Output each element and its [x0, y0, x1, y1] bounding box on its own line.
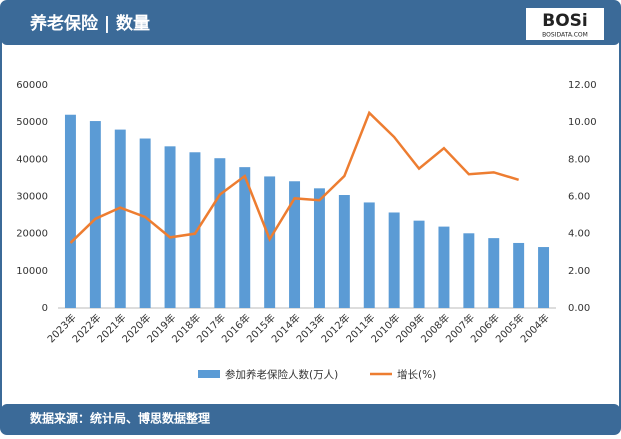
- bar: [538, 247, 550, 308]
- y2-tick-label: 2.00: [568, 266, 590, 277]
- bar: [313, 188, 325, 308]
- bar: [413, 220, 425, 308]
- logo-box: [526, 8, 604, 40]
- bar: [338, 195, 350, 308]
- bar: [239, 167, 251, 308]
- y-tick-label: 60000: [16, 80, 48, 91]
- y2-tick-label: 0.00: [568, 303, 590, 314]
- bar: [89, 121, 101, 308]
- y-tick-label: 20000: [16, 229, 48, 240]
- bar: [463, 233, 475, 308]
- y2-tick-label: 6.00: [568, 192, 590, 203]
- header-band: [1, 1, 620, 45]
- logo-sub: BOSIDATA.COM: [542, 32, 588, 39]
- logo: BOSi: [542, 11, 587, 31]
- bar: [289, 181, 301, 308]
- y2-tick-label: 4.00: [568, 229, 590, 240]
- legend-label: 参加养老保险人数(万人): [225, 368, 338, 381]
- legend-swatch: [198, 370, 220, 378]
- bar: [214, 158, 226, 308]
- bar: [114, 129, 126, 308]
- legend-label: 增长(%): [397, 368, 436, 381]
- bar: [513, 242, 525, 308]
- y-tick-label: 30000: [16, 192, 48, 203]
- y-tick-label: 10000: [16, 266, 48, 277]
- bar: [488, 238, 500, 308]
- y-tick-label: 50000: [16, 117, 48, 128]
- line: [69, 110, 520, 244]
- bar: [139, 138, 151, 308]
- y-tick-label: 40000: [16, 154, 48, 165]
- footer: 数据来源：统计局、博思数据整理: [30, 411, 210, 426]
- y2-tick-label: 8.00: [568, 154, 590, 165]
- bar: [363, 202, 375, 308]
- bar: [164, 146, 176, 308]
- bar: [264, 176, 276, 308]
- y2-tick-label: 10.00: [568, 117, 597, 128]
- y2-tick-label: 12.00: [568, 80, 597, 91]
- bar: [388, 212, 400, 308]
- y-tick-label: 0: [42, 303, 48, 314]
- footer-band: [1, 404, 620, 434]
- bar: [438, 226, 450, 308]
- bar: [64, 114, 76, 308]
- bar: [189, 152, 201, 308]
- chart-title: 养老保险 | 数量: [29, 13, 150, 34]
